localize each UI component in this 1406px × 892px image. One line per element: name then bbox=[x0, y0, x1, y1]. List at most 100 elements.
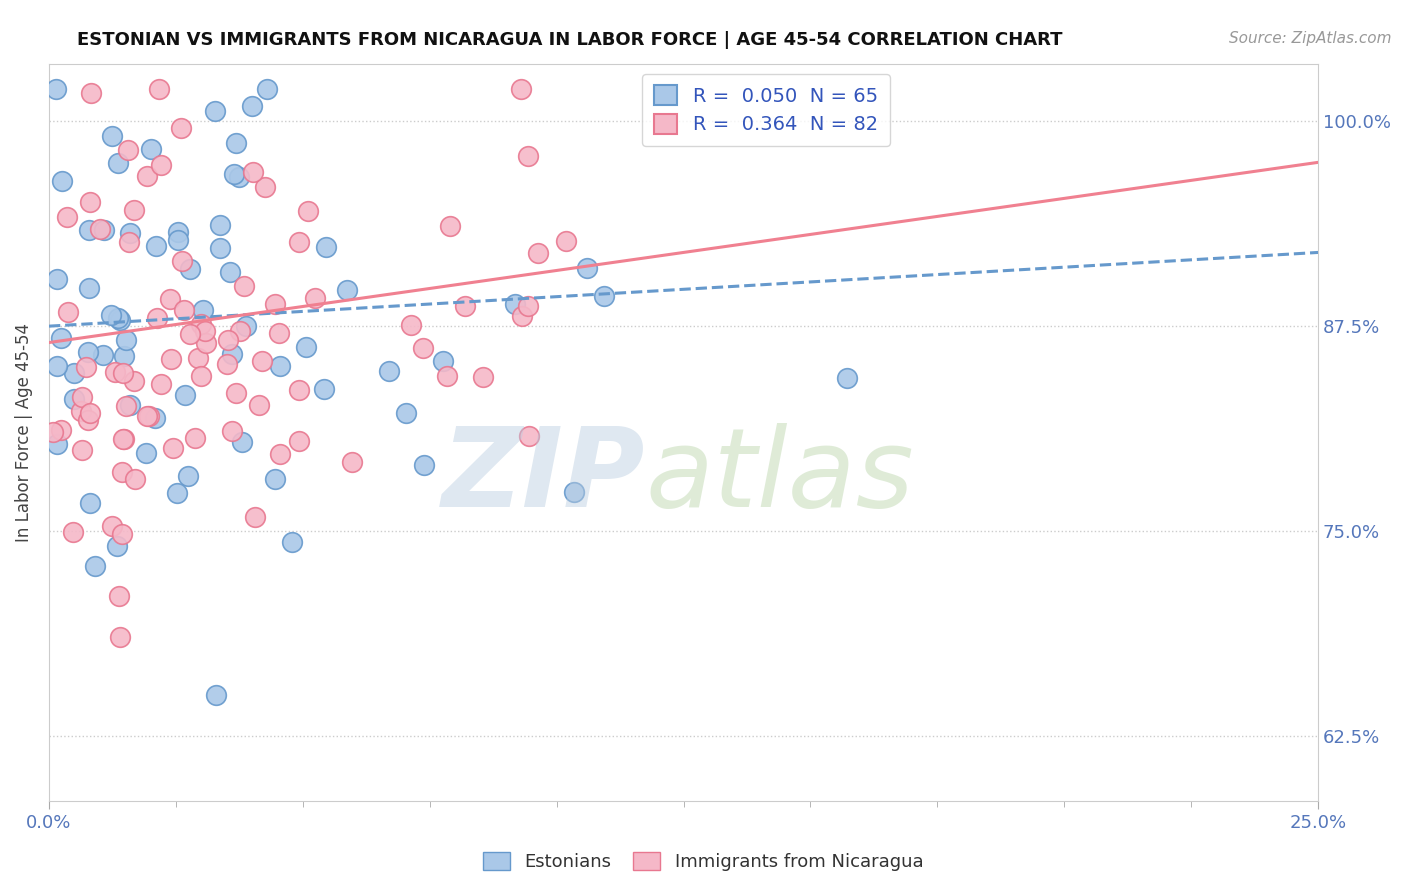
Point bbox=[146, 310, 169, 325]
Point bbox=[436, 369, 458, 384]
Point bbox=[72, 442, 94, 457]
Point bbox=[177, 468, 200, 483]
Point bbox=[104, 365, 127, 379]
Point bbox=[256, 81, 278, 95]
Point bbox=[472, 370, 495, 384]
Point bbox=[111, 527, 134, 541]
Point bbox=[225, 136, 247, 150]
Point bbox=[187, 351, 209, 366]
Point bbox=[56, 210, 79, 224]
Point bbox=[120, 227, 142, 241]
Point bbox=[179, 261, 201, 276]
Point bbox=[51, 424, 73, 438]
Point bbox=[124, 203, 146, 218]
Point bbox=[58, 305, 80, 319]
Point bbox=[80, 87, 103, 101]
Point bbox=[101, 519, 124, 533]
Point bbox=[112, 433, 135, 447]
Point bbox=[269, 359, 291, 374]
Point bbox=[510, 81, 533, 95]
Point bbox=[77, 222, 100, 236]
Point bbox=[111, 433, 134, 447]
Point bbox=[174, 388, 197, 402]
Point bbox=[46, 436, 69, 450]
Point bbox=[295, 340, 318, 354]
Point bbox=[432, 353, 454, 368]
Point bbox=[218, 265, 240, 279]
Point bbox=[413, 458, 436, 472]
Point bbox=[101, 128, 124, 143]
Point bbox=[62, 525, 84, 540]
Point bbox=[62, 366, 84, 380]
Point bbox=[254, 179, 277, 194]
Point bbox=[221, 347, 243, 361]
Point bbox=[190, 368, 212, 383]
Point bbox=[245, 510, 267, 524]
Point bbox=[517, 149, 540, 163]
Point bbox=[117, 143, 139, 157]
Point bbox=[454, 299, 477, 313]
Point bbox=[167, 233, 190, 247]
Point bbox=[145, 238, 167, 252]
Point bbox=[179, 326, 201, 341]
Point bbox=[194, 335, 217, 350]
Point bbox=[288, 235, 311, 249]
Text: ZIP: ZIP bbox=[441, 424, 645, 531]
Point bbox=[115, 334, 138, 348]
Text: ESTONIAN VS IMMIGRANTS FROM NICARAGUA IN LABOR FORCE | AGE 45-54 CORRELATION CHA: ESTONIAN VS IMMIGRANTS FROM NICARAGUA IN… bbox=[77, 31, 1063, 49]
Point bbox=[41, 425, 63, 439]
Point bbox=[120, 398, 142, 412]
Y-axis label: In Labor Force | Age 45-54: In Labor Force | Age 45-54 bbox=[15, 323, 32, 542]
Point bbox=[108, 589, 131, 603]
Point bbox=[112, 349, 135, 363]
Point bbox=[217, 333, 239, 347]
Point bbox=[527, 246, 550, 260]
Point bbox=[138, 409, 160, 424]
Point bbox=[287, 434, 309, 448]
Point bbox=[107, 311, 129, 326]
Point bbox=[45, 359, 67, 374]
Point bbox=[75, 359, 97, 374]
Text: atlas: atlas bbox=[645, 424, 914, 531]
Point bbox=[593, 289, 616, 303]
Point bbox=[83, 559, 105, 574]
Point bbox=[77, 344, 100, 359]
Point bbox=[235, 319, 257, 334]
Point bbox=[242, 165, 264, 179]
Point bbox=[240, 98, 263, 112]
Point bbox=[91, 348, 114, 362]
Point bbox=[118, 235, 141, 250]
Point bbox=[183, 431, 205, 445]
Point bbox=[159, 293, 181, 307]
Point bbox=[77, 281, 100, 295]
Point bbox=[122, 374, 145, 388]
Point bbox=[231, 435, 253, 450]
Point bbox=[224, 167, 246, 181]
Point bbox=[517, 429, 540, 443]
Point bbox=[166, 486, 188, 500]
Point bbox=[93, 222, 115, 236]
Point bbox=[190, 318, 212, 332]
Point bbox=[221, 424, 243, 438]
Point bbox=[233, 279, 256, 293]
Point bbox=[281, 535, 304, 549]
Point bbox=[412, 341, 434, 355]
Point bbox=[148, 81, 170, 95]
Point bbox=[835, 370, 858, 384]
Point bbox=[314, 382, 336, 396]
Point bbox=[205, 688, 228, 702]
Point bbox=[505, 297, 527, 311]
Point bbox=[439, 219, 461, 233]
Point bbox=[225, 386, 247, 401]
Point bbox=[108, 313, 131, 327]
Point bbox=[79, 496, 101, 510]
Point bbox=[162, 441, 184, 455]
Point bbox=[516, 299, 538, 313]
Point bbox=[229, 324, 252, 338]
Point bbox=[79, 195, 101, 210]
Point bbox=[111, 465, 134, 479]
Point bbox=[70, 404, 93, 418]
Point bbox=[204, 103, 226, 118]
Point bbox=[304, 292, 326, 306]
Point bbox=[263, 472, 285, 486]
